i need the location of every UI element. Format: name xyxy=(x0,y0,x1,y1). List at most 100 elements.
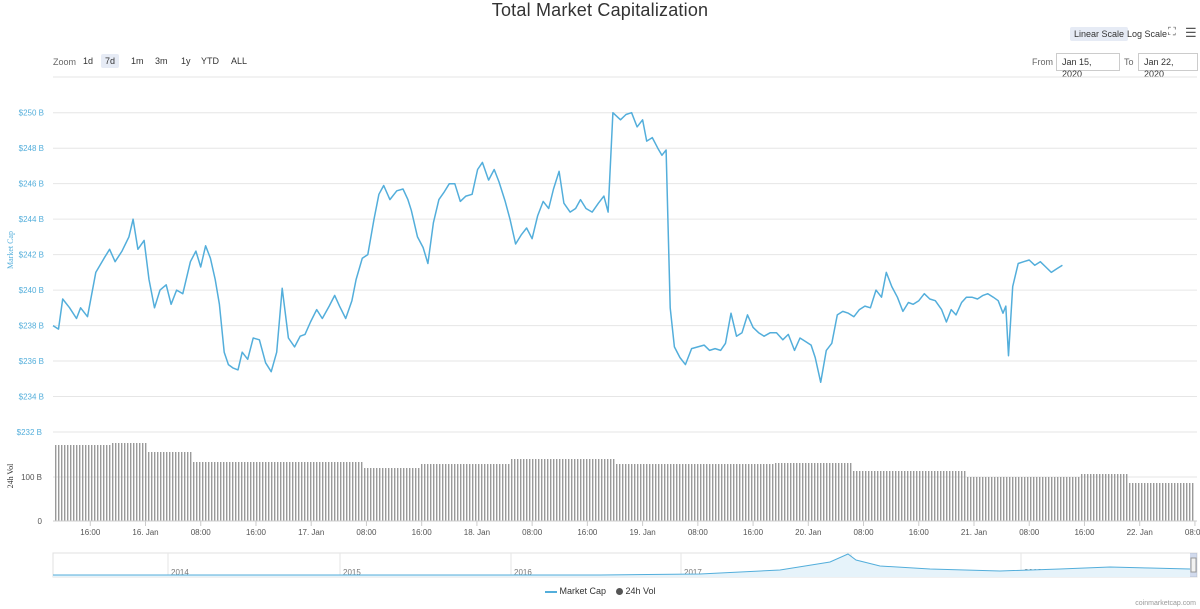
volume-bar xyxy=(541,459,543,521)
volume-bar xyxy=(1018,477,1020,521)
volume-bar xyxy=(382,468,384,521)
x-tick-label: 16:00 xyxy=(577,528,598,537)
volume-bar xyxy=(925,471,927,521)
from-date-input[interactable]: Jan 15, 2020 xyxy=(1056,53,1120,79)
y-tick-label: $234 B xyxy=(19,393,44,402)
fullscreen-icon[interactable]: ⛶ xyxy=(1168,26,1176,38)
volume-bar xyxy=(313,462,315,521)
volume-bar xyxy=(235,462,237,521)
volume-bar xyxy=(196,462,198,521)
volume-bar xyxy=(64,445,66,521)
linear-scale-button[interactable]: Linear Scale xyxy=(1070,27,1129,41)
menu-icon[interactable]: ☰ xyxy=(1185,25,1197,40)
x-tick-label: 08:00 xyxy=(522,528,543,537)
x-tick-label: 08:00 xyxy=(356,528,377,537)
volume-bar xyxy=(724,464,726,521)
to-label: To xyxy=(1124,57,1134,67)
y-tick-label: $240 B xyxy=(19,286,44,295)
zoom-ytd-button[interactable]: YTD xyxy=(201,56,219,66)
volume-bar xyxy=(271,462,273,521)
volume-bar xyxy=(55,445,57,521)
volume-bar xyxy=(604,459,606,521)
volume-bar xyxy=(85,445,87,521)
volume-bar xyxy=(1189,483,1191,521)
volume-bar xyxy=(883,471,885,521)
volume-bar xyxy=(1174,483,1176,521)
volume-bar xyxy=(889,471,891,521)
zoom-7d-button[interactable]: 7d xyxy=(101,54,120,68)
zoom-1m-button[interactable]: 1m xyxy=(131,56,144,66)
volume-bar xyxy=(490,464,492,521)
volume-bar xyxy=(388,468,390,521)
volume-bar xyxy=(688,464,690,521)
volume-bar xyxy=(202,462,204,521)
volume-bar xyxy=(505,464,507,521)
volume-bar xyxy=(229,462,231,521)
legend-market-cap[interactable]: Market Cap xyxy=(545,586,606,596)
y-tick-label: $244 B xyxy=(19,215,44,224)
volume-bar xyxy=(112,443,114,521)
navigator-handle[interactable] xyxy=(1190,557,1197,573)
volume-bar xyxy=(826,463,828,521)
volume-bar xyxy=(1081,474,1083,521)
volume-bar xyxy=(475,464,477,521)
volume-bar xyxy=(223,462,225,521)
volume-bar xyxy=(1024,477,1026,521)
volume-bar xyxy=(88,445,90,521)
log-scale-button[interactable]: Log Scale xyxy=(1127,29,1168,39)
volume-bar xyxy=(394,468,396,521)
volume-bar xyxy=(58,445,60,521)
volume-bar xyxy=(634,464,636,521)
volume-bar xyxy=(124,443,126,521)
y-tick-label: $238 B xyxy=(19,322,44,331)
zoom-1d-button[interactable]: 1d xyxy=(83,56,94,66)
volume-bar xyxy=(901,471,903,521)
volume-bar xyxy=(577,459,579,521)
volume-bar xyxy=(370,468,372,521)
volume-bar xyxy=(781,463,783,521)
volume-bar xyxy=(493,464,495,521)
volume-bar xyxy=(622,464,624,521)
volume-bar xyxy=(301,462,303,521)
volume-bar xyxy=(955,471,957,521)
volume-bar xyxy=(277,462,279,521)
volume-bar xyxy=(706,464,708,521)
volume-bar xyxy=(1090,474,1092,521)
zoom-all-button[interactable]: ALL xyxy=(231,56,248,66)
zoom-3m-button[interactable]: 3m xyxy=(155,56,168,66)
to-date-input[interactable]: Jan 22, 2020 xyxy=(1138,53,1198,79)
volume-bar xyxy=(526,459,528,521)
volume-bar xyxy=(916,471,918,521)
volume-bar xyxy=(736,464,738,521)
volume-bar xyxy=(97,445,99,521)
volume-bar xyxy=(1159,483,1161,521)
y-axis-title: Market Cap xyxy=(6,231,15,269)
volume-bar xyxy=(226,462,228,521)
legend-24h-vol[interactable]: 24h Vol xyxy=(616,586,656,596)
volume-bar xyxy=(1192,483,1194,521)
volume-bar xyxy=(631,464,633,521)
volume-bar xyxy=(1162,483,1164,521)
volume-bar xyxy=(337,462,339,521)
volume-bar xyxy=(175,452,177,521)
navigator-year-label: 2014 xyxy=(171,568,189,577)
volume-bar xyxy=(103,445,105,521)
volume-y-tick-label: 100 B xyxy=(21,473,42,482)
volume-bar xyxy=(880,471,882,521)
volume-bar xyxy=(985,477,987,521)
volume-bar xyxy=(1096,474,1098,521)
volume-bar xyxy=(676,464,678,521)
navigator-year-label: 2017 xyxy=(684,568,702,577)
volume-bar xyxy=(1021,477,1023,521)
volume-bar xyxy=(1108,474,1110,521)
volume-bar xyxy=(601,459,603,521)
volume-bars xyxy=(55,443,1194,521)
volume-bar xyxy=(247,462,249,521)
volume-bar xyxy=(952,471,954,521)
zoom-1y-button[interactable]: 1y xyxy=(181,56,191,66)
volume-bar xyxy=(1123,474,1125,521)
volume-bar xyxy=(754,464,756,521)
volume-bar xyxy=(871,471,873,521)
volume-bar xyxy=(787,463,789,521)
volume-bar xyxy=(904,471,906,521)
